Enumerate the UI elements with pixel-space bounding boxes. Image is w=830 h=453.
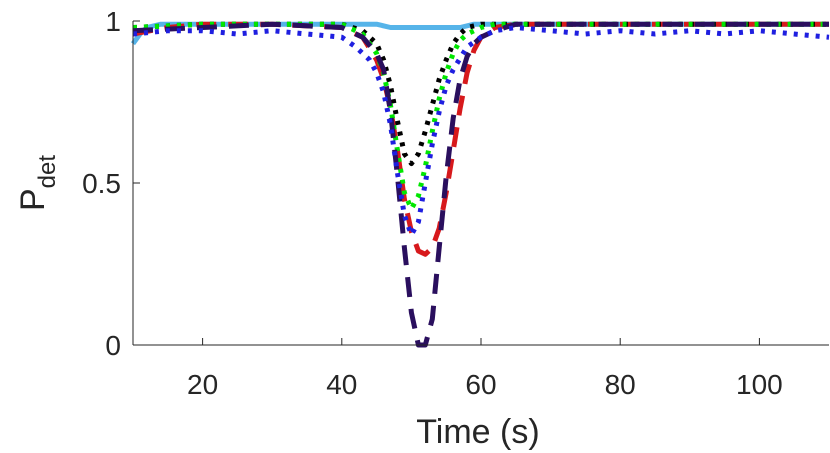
series-line-6 (132, 25, 830, 238)
series-group (130, 21, 830, 348)
series-line-3 (132, 21, 829, 167)
y-tick-label: 1 (105, 6, 121, 37)
y-axis-label: Pdet (14, 155, 61, 211)
series-line-5 (132, 21, 829, 348)
series-line-4 (132, 21, 829, 212)
x-tick-label: 60 (465, 369, 496, 400)
series-line-2 (132, 21, 829, 257)
tick-labels: 20 40 60 80 100 0 0.5 1 (82, 6, 783, 400)
x-axis-label: Time (s) (416, 413, 539, 451)
x-tick-label: 40 (326, 369, 357, 400)
axes (132, 20, 829, 346)
x-tick-label: 100 (736, 369, 783, 400)
y-tick-label: 0 (105, 330, 121, 361)
y-axis-label-main: P (14, 188, 52, 211)
x-tick-label: 80 (605, 369, 636, 400)
y-tick-label: 0.5 (82, 168, 121, 199)
y-axis-label-subscript: det (34, 155, 61, 189)
x-tick-label: 20 (187, 369, 218, 400)
